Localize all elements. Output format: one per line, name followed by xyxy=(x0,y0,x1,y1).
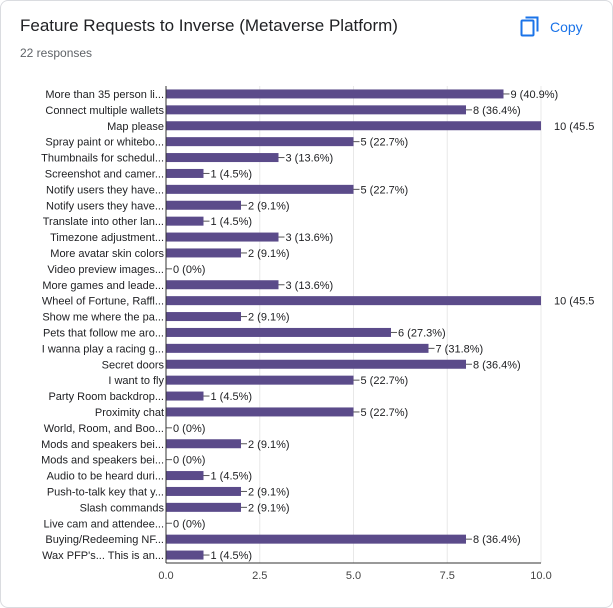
x-tick-label: 0.0 xyxy=(158,570,173,582)
value-label: 0 (0%) xyxy=(173,518,205,530)
category-label: Timezone adjustment... xyxy=(50,232,164,244)
bar xyxy=(166,439,241,449)
category-label: Thumbnails for schedul... xyxy=(41,153,164,165)
bar xyxy=(166,471,204,481)
value-label: 2 (9.1%) xyxy=(248,200,290,212)
value-label: 5 (22.7%) xyxy=(361,407,409,419)
bar xyxy=(166,216,204,226)
category-label: Notify users they have... xyxy=(46,200,164,212)
value-label: 8 (36.4%) xyxy=(473,534,521,546)
value-label: 1 (4.5%) xyxy=(211,471,253,483)
category-label: Audio to be heard duri... xyxy=(47,471,164,483)
value-label: 10 (45.5 xyxy=(554,296,594,308)
value-label: 2 (9.1%) xyxy=(248,439,290,451)
copy-icon xyxy=(520,16,540,38)
x-tick-label: 2.5 xyxy=(252,570,267,582)
category-label: More than 35 person li... xyxy=(45,89,164,101)
value-label: 8 (36.4%) xyxy=(473,105,521,117)
category-label: I wanna play a racing g... xyxy=(42,343,164,355)
value-label: 2 (9.1%) xyxy=(248,248,290,260)
category-label: Connect multiple wallets xyxy=(45,105,164,117)
bar xyxy=(166,486,241,496)
bar xyxy=(166,327,391,337)
bar xyxy=(166,343,429,353)
category-label: Video preview images... xyxy=(47,264,164,276)
bar xyxy=(166,153,279,163)
category-label: Buying/Redeeming NF... xyxy=(45,534,164,546)
category-label: Wax PFP's... This is an... xyxy=(42,550,164,562)
copy-label: Copy xyxy=(550,19,583,35)
category-label: Pets that follow me aro... xyxy=(43,327,164,339)
category-label: World, Room, and Boo... xyxy=(44,423,164,435)
value-label: 3 (13.6%) xyxy=(286,153,334,165)
value-label: 8 (36.4%) xyxy=(473,359,521,371)
value-label: 0 (0%) xyxy=(173,455,205,467)
bar xyxy=(166,375,354,385)
x-tick-label: 5.0 xyxy=(346,570,361,582)
bar xyxy=(166,280,279,290)
category-label: More avatar skin colors xyxy=(50,248,164,260)
bar xyxy=(166,137,354,147)
bar xyxy=(166,232,279,242)
bar xyxy=(166,296,541,306)
bar xyxy=(166,550,204,560)
bar xyxy=(166,534,466,544)
category-label: Mods and speakers bei... xyxy=(41,439,164,451)
bar xyxy=(166,248,241,258)
value-label: 6 (27.3%) xyxy=(398,327,446,339)
value-label: 5 (22.7%) xyxy=(361,375,409,387)
value-label: 2 (9.1%) xyxy=(248,502,290,514)
category-label: Push-to-talk key that y... xyxy=(47,486,164,498)
value-label: 5 (22.7%) xyxy=(361,137,409,149)
category-label: Mods and speakers bei... xyxy=(41,455,164,467)
bar xyxy=(166,89,504,99)
value-label: 2 (9.1%) xyxy=(248,486,290,498)
bar xyxy=(166,407,354,417)
category-label: Show me where the pa... xyxy=(42,312,164,324)
value-label: 10 (45.5 xyxy=(554,121,594,133)
value-label: 2 (9.1%) xyxy=(248,312,290,324)
category-label: Party Room backdrop... xyxy=(48,391,164,403)
value-label: 1 (4.5%) xyxy=(211,216,253,228)
category-label: More games and leade... xyxy=(42,280,164,292)
category-label: Wheel of Fortune, Raffl... xyxy=(42,296,164,308)
category-label: Slash commands xyxy=(80,502,165,514)
value-label: 0 (0%) xyxy=(173,264,205,276)
value-label: 9 (40.9%) xyxy=(511,89,559,101)
category-label: Notify users they have... xyxy=(46,184,164,196)
category-label: Map please xyxy=(107,121,164,133)
value-label: 3 (13.6%) xyxy=(286,280,334,292)
value-label: 1 (4.5%) xyxy=(211,168,253,180)
value-label: 1 (4.5%) xyxy=(211,550,253,562)
category-label: I want to fly xyxy=(108,375,164,387)
response-count: 22 responses xyxy=(20,46,93,60)
chart-title: Feature Requests to Inverse (Metaverse P… xyxy=(20,16,398,35)
category-label: Live cam and attendee... xyxy=(44,518,164,530)
value-label: 3 (13.6%) xyxy=(286,232,334,244)
bar xyxy=(166,312,241,322)
category-label: Spray paint or whitebo... xyxy=(45,137,164,149)
value-label: 5 (22.7%) xyxy=(361,184,409,196)
copy-button[interactable]: Copy xyxy=(520,14,583,40)
bar xyxy=(166,168,204,178)
bar xyxy=(166,105,466,115)
category-label: Screenshot and camer... xyxy=(45,168,164,180)
category-label: Translate into other lan... xyxy=(43,216,164,228)
x-tick-label: 7.5 xyxy=(440,570,455,582)
bar xyxy=(166,502,241,512)
bar xyxy=(166,121,541,131)
value-label: 1 (4.5%) xyxy=(211,391,253,403)
category-label: Proximity chat xyxy=(95,407,164,419)
bar xyxy=(166,359,466,369)
category-label: Secret doors xyxy=(102,359,165,371)
bar xyxy=(166,200,241,210)
bar xyxy=(166,184,354,194)
bar xyxy=(166,391,204,401)
value-label: 7 (31.8%) xyxy=(436,343,484,355)
x-tick-label: 10.0 xyxy=(530,570,551,582)
value-label: 0 (0%) xyxy=(173,423,205,435)
